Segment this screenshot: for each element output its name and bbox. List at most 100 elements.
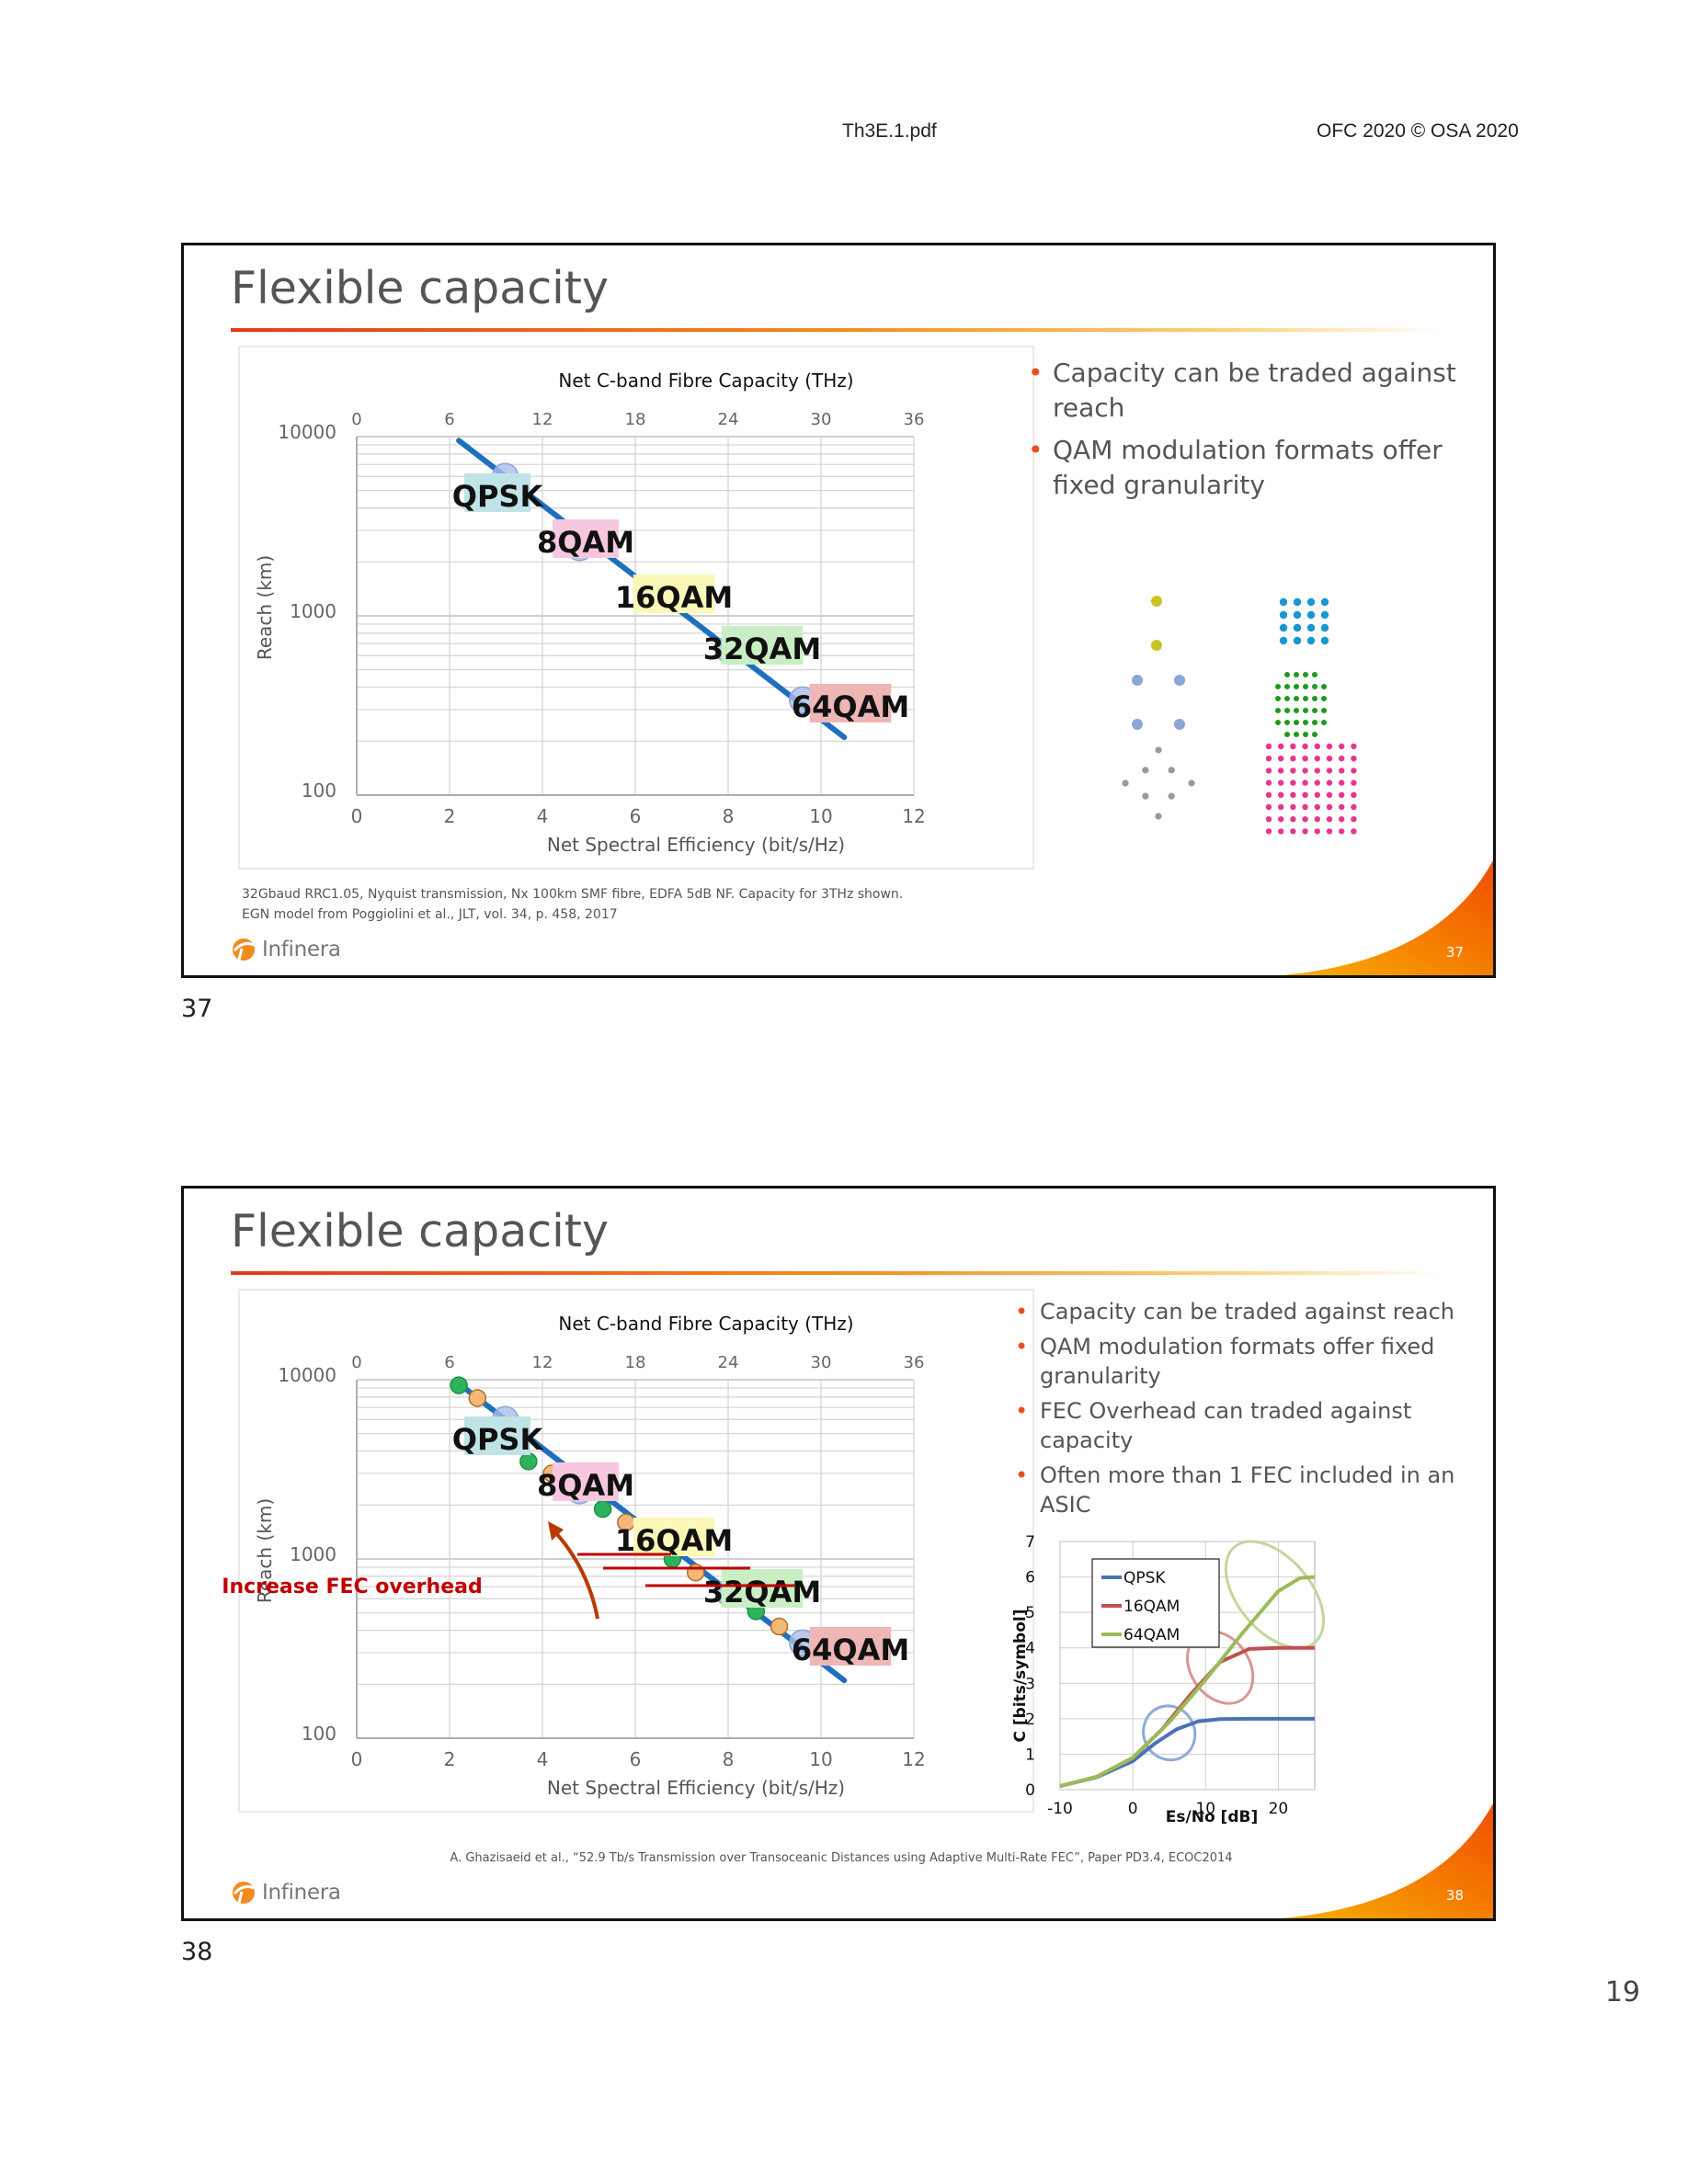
x-tick-label: 10	[809, 805, 832, 827]
y-tick-label: 6	[1025, 1569, 1035, 1587]
constellation-point	[1278, 743, 1284, 750]
constellation-point	[1284, 708, 1290, 713]
x2-tick-label: 18	[625, 410, 646, 429]
page-number: 19	[1604, 1976, 1640, 2008]
constellation-point	[1290, 828, 1296, 835]
x-tick-label: 10	[809, 1748, 832, 1770]
constellation-point	[1339, 768, 1345, 774]
constellation-point	[1265, 828, 1272, 835]
constellation-point	[1290, 803, 1296, 811]
constellation-point	[1275, 720, 1281, 725]
slide-38: Flexible capacity Net C-band Fibre Capac…	[181, 1186, 1496, 1921]
constellation-point	[1339, 756, 1345, 762]
y-tick-label: 10000	[278, 421, 336, 443]
x-tick-label: 20	[1269, 1800, 1289, 1818]
qpsk-label: QPSK	[452, 479, 544, 514]
constellation-point	[1290, 756, 1296, 762]
constellation-point	[1312, 708, 1317, 713]
caption-line: EGN model from Poggiolini et al., JLT, v…	[242, 907, 618, 922]
fec-curved-arrow	[554, 1531, 599, 1620]
constellation-point	[1321, 696, 1327, 701]
constellation-point	[1302, 779, 1308, 786]
y-tick-label: 5	[1025, 1604, 1035, 1622]
constellation-point	[1326, 779, 1333, 786]
fec-point-green	[593, 1499, 612, 1519]
constellation-point	[1303, 696, 1308, 701]
x-tick-label: -10	[1047, 1800, 1073, 1818]
constellation-point	[1326, 803, 1333, 811]
16qam-constellation	[1279, 597, 1329, 645]
constellation-point	[1278, 803, 1284, 811]
x2-tick-label: 12	[532, 1353, 553, 1372]
x-tick-label: 8	[723, 805, 735, 827]
constellation-point	[1265, 756, 1272, 762]
constellation-point	[1290, 768, 1296, 774]
constellation-point	[1326, 743, 1333, 750]
constellation-point	[1278, 816, 1284, 823]
64qam-constellation	[1265, 743, 1357, 835]
x-axis-title: Es/No [dB]	[1166, 1808, 1258, 1826]
16qam-label-bg	[633, 1518, 715, 1556]
x-tick-label: 4	[537, 1748, 549, 1770]
constellation-point	[1278, 828, 1284, 835]
constellation-point	[1314, 756, 1320, 762]
infinera-logo: Infinera	[231, 937, 341, 962]
title-rule	[231, 328, 1443, 332]
constellation-point	[1293, 623, 1302, 632]
constellation-point	[1303, 708, 1308, 713]
x-tick-label: 8	[723, 1748, 735, 1770]
constellation-point	[1168, 792, 1175, 800]
x-tick-label: 12	[902, 1748, 925, 1770]
bullet-item: Often more than 1 FEC included in an ASI…	[1015, 1461, 1484, 1519]
constellation-point	[1279, 636, 1288, 645]
constellation-point	[1320, 636, 1329, 645]
constellation-point	[1293, 610, 1302, 620]
x2-tick-label: 30	[811, 410, 832, 429]
constellation-point	[1314, 779, 1320, 786]
caption: 32Gbaud RRC1.05, Nyquist transmission, N…	[242, 884, 903, 925]
32qam-constellation	[1275, 672, 1327, 737]
constellation-point	[1188, 779, 1195, 787]
8qam-constellation	[1122, 746, 1195, 820]
constellation-point	[1326, 816, 1333, 823]
bullet-item: Capacity can be traded against reach	[1028, 356, 1460, 426]
logo-text: Infinera	[262, 1881, 341, 1905]
8qam-label: 8QAM	[537, 525, 634, 560]
fec-point-orange	[770, 1617, 789, 1636]
x-tick-label: 2	[444, 1748, 456, 1770]
constellation-point	[1132, 719, 1143, 730]
fec-point-orange	[468, 1389, 487, 1407]
constellation-point	[1351, 743, 1357, 750]
constellation-point	[1351, 768, 1357, 774]
constellation-point	[1306, 623, 1316, 632]
constellation-point	[1312, 720, 1317, 725]
constellation-point	[1306, 636, 1316, 645]
constellation-point	[1278, 768, 1284, 774]
constellation-point	[1306, 597, 1316, 607]
legend-label: 16QAM	[1123, 1598, 1180, 1616]
bullet-item: FEC Overhead can traded against capacity	[1015, 1396, 1484, 1455]
page-label: 37	[181, 995, 213, 1023]
caption-line: A. Ghazisaeid et al., “52.9 Tb/s Transmi…	[450, 1851, 1233, 1865]
64qam-label-bg	[809, 1627, 892, 1666]
constellation-point	[1278, 779, 1284, 786]
constellation-point	[1294, 672, 1299, 677]
y-tick-label: 100	[302, 779, 336, 802]
fec-arrow-head	[548, 1521, 564, 1541]
constellation-point	[1275, 708, 1281, 713]
16qam-label: 16QAM	[615, 580, 733, 615]
fec-point-green	[450, 1376, 468, 1394]
16qam-label-bg	[633, 574, 715, 613]
x-tick-label: 10	[1195, 1800, 1215, 1818]
constellation-point	[1320, 623, 1329, 632]
constellation-point	[1303, 684, 1308, 689]
8qam-label-bg	[553, 1462, 619, 1501]
constellation-point	[1142, 767, 1149, 774]
qpsk-label: QPSK	[452, 1422, 544, 1457]
constellation-point	[1314, 803, 1320, 811]
x-tick-label: 0	[1128, 1800, 1138, 1818]
logo-text: Infinera	[262, 938, 341, 961]
x2-axis-title: Net C-band Fibre Capacity (THz)	[558, 1313, 853, 1335]
constellation-point	[1326, 791, 1333, 798]
64qam-label: 64QAM	[792, 1632, 909, 1667]
